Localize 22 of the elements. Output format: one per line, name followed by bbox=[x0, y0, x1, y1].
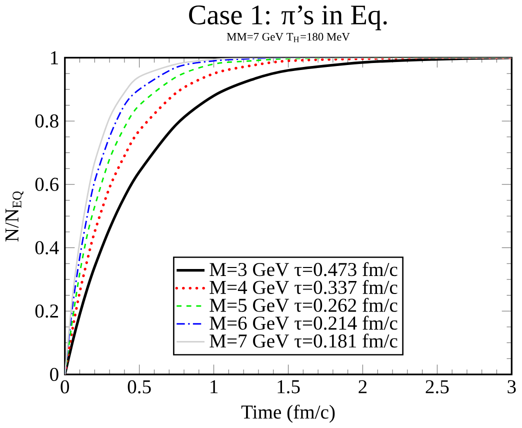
y-tick-label: 0.4 bbox=[35, 241, 59, 254]
x-tick-label: 1 bbox=[210, 380, 218, 394]
x-tick-label: 0.5 bbox=[128, 380, 151, 394]
chart-title: Case 1: π’s in Eq. bbox=[189, 5, 387, 30]
x-tick-label: 2.5 bbox=[426, 380, 449, 394]
x-tick-label: 0 bbox=[60, 380, 70, 394]
x-tick-label: 1.5 bbox=[278, 380, 300, 394]
x-tick-label: 3 bbox=[508, 380, 516, 394]
legend-label: M=3 GeV τ=0.473 fm/c bbox=[210, 262, 398, 276]
y-axis-title: N/N$_{EQ}$ bbox=[5, 191, 24, 242]
y-tick-label: 0.6 bbox=[35, 178, 59, 192]
legend-label: M=7 GeV τ=0.181 fm/c bbox=[210, 334, 398, 348]
chart-subtitle: MM=7 GeV T$_{H}$=180 MeV bbox=[226, 32, 350, 42]
y-tick-label: 0.2 bbox=[35, 304, 58, 318]
legend-label: M=5 GeV τ=0.262 fm/c bbox=[210, 298, 398, 312]
legend-label: M=6 GeV τ=0.214 fm/c bbox=[210, 316, 398, 330]
x-axis-title: Time (fm/c) bbox=[241, 404, 335, 423]
y-tick-label: 0 bbox=[50, 368, 58, 381]
y-tick-label: 1 bbox=[51, 51, 58, 64]
legend-label: M=4 GeV τ=0.337 fm/c bbox=[210, 280, 398, 294]
y-tick-label: 0.8 bbox=[35, 114, 58, 128]
x-tick-label: 2 bbox=[358, 380, 367, 394]
